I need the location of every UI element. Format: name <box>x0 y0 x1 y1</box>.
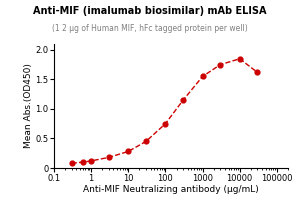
Point <box>144 140 148 143</box>
Text: (1 2 μg of Human MIF, hFc tagged protein per well): (1 2 μg of Human MIF, hFc tagged protein… <box>52 24 248 33</box>
Point <box>163 122 168 125</box>
Point <box>255 71 260 74</box>
Point <box>69 162 74 165</box>
Point <box>89 159 94 163</box>
Point <box>181 98 185 102</box>
Point <box>126 150 131 153</box>
Text: Anti-MIF (imalumab biosimilar) mAb ELISA: Anti-MIF (imalumab biosimilar) mAb ELISA <box>33 6 267 16</box>
Point <box>106 156 111 159</box>
Point <box>80 160 85 164</box>
Point <box>218 63 223 66</box>
Point <box>200 75 205 78</box>
X-axis label: Anti-MIF Neutralizing antibody (μg/mL): Anti-MIF Neutralizing antibody (μg/mL) <box>83 185 259 194</box>
Point <box>237 57 242 60</box>
Y-axis label: Mean Abs.(OD450): Mean Abs.(OD450) <box>23 64 32 148</box>
